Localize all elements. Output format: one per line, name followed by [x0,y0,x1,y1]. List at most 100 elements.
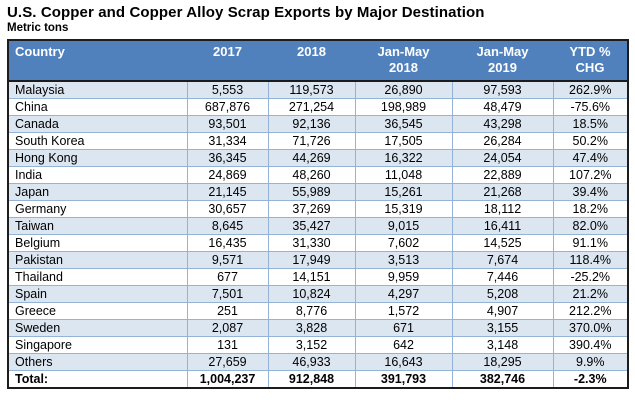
cell-country: Pakistan [7,251,188,269]
exports-table: Country 2017 2018 Jan-May 2018 Jan-May 2019 Y… [7,39,629,389]
cell-country: Others [7,353,188,371]
cell-value: 118.4% [552,251,629,269]
cell-country: Belgium [7,234,188,252]
table-row-belgium: Belgium 16,435 31,330 7,602 14,525 91.1% [7,234,629,252]
cell-value: 9.9% [552,353,629,371]
cell-country: Germany [7,200,188,218]
cell-value: 107.2% [552,166,629,184]
cell-value: 18,295 [451,353,554,371]
cell-value: -75.6% [552,98,629,116]
cell-value: 7,602 [354,234,453,252]
cell-value: 370.0% [552,319,629,337]
cell-value: 93,501 [186,115,269,133]
cell-value: 3,148 [451,336,554,354]
cell-country: China [7,98,188,116]
cell-value: 9,015 [354,217,453,235]
units-label: Metric tons [7,22,69,34]
cell-value: 30,657 [186,200,269,218]
cell-country: Japan [7,183,188,201]
cell-value: 21,268 [451,183,554,201]
cell-value: 27,659 [186,353,269,371]
cell-value: 198,989 [354,98,453,116]
cell-value: 16,411 [451,217,554,235]
table-row-hong-kong: Hong Kong 36,345 44,269 16,322 24,054 47.4% [7,149,629,167]
cell-value: 271,254 [267,98,356,116]
cell-value: 21.2% [552,285,629,303]
cell-value: 17,949 [267,251,356,269]
cell-country: Singapore [7,336,188,354]
cell-country: Thailand [7,268,188,286]
cell-value: 48,260 [267,166,356,184]
cell-value: 5,553 [186,80,269,99]
total-row: Total: 1,004,237 912,848 391,793 382,746 -2.3… [7,370,629,389]
cell-value: 2,087 [186,319,269,337]
cell-value: 390.4% [552,336,629,354]
cell-value: 35,427 [267,217,356,235]
table-row-sweden: Sweden 2,087 3,828 671 3,155 370.0% [7,319,629,337]
cell-value: 37,269 [267,200,356,218]
cell-value: 391,793 [354,370,453,389]
cell-value: 1,572 [354,302,453,320]
cell-value: -2.3% [552,370,629,389]
cell-value: 36,345 [186,149,269,167]
cell-country: South Korea [7,132,188,150]
cell-value: 92,136 [267,115,356,133]
cell-value: 131 [186,336,269,354]
cell-value: 18.5% [552,115,629,133]
cell-value: 642 [354,336,453,354]
cell-value: 50.2% [552,132,629,150]
cell-value: 31,334 [186,132,269,150]
cell-value: 47.4% [552,149,629,167]
cell-value: 18,112 [451,200,554,218]
cell-value: 24,054 [451,149,554,167]
cell-value: 912,848 [267,370,356,389]
table-row-canada: Canada 93,501 92,136 36,545 43,298 18.5% [7,115,629,133]
cell-country: Canada [7,115,188,133]
cell-value: 3,155 [451,319,554,337]
cell-value: 3,513 [354,251,453,269]
cell-country: Sweden [7,319,188,337]
table-row-pakistan: Pakistan 9,571 17,949 3,513 7,674 118.4% [7,251,629,269]
cell-value: 3,828 [267,319,356,337]
cell-country: Spain [7,285,188,303]
cell-country: Total: [7,370,188,389]
cell-value: 91.1% [552,234,629,252]
cell-value: 36,545 [354,115,453,133]
cell-value: 14,525 [451,234,554,252]
cell-value: 31,330 [267,234,356,252]
table-row-germany: Germany 30,657 37,269 15,319 18,112 18.2% [7,200,629,218]
cell-value: 9,959 [354,268,453,286]
column-header-2017: 2017 [187,40,268,82]
cell-value: 17,505 [354,132,453,150]
cell-value: 21,145 [186,183,269,201]
table-header: Country 2017 2018 Jan-May 2018 Jan-May 2019 Y… [8,40,628,82]
cell-value: 39.4% [552,183,629,201]
table-row-malaysia: Malaysia 5,553 119,573 26,890 97,593 262.9% [7,80,629,99]
cell-value: 262.9% [552,80,629,99]
cell-value: 11,048 [354,166,453,184]
cell-value: 18.2% [552,200,629,218]
cell-value: 44,269 [267,149,356,167]
cell-value: 48,479 [451,98,554,116]
cell-value: 3,152 [267,336,356,354]
cell-value: 55,989 [267,183,356,201]
cell-value: 677 [186,268,269,286]
header-row: Country 2017 2018 Jan-May 2018 Jan-May 2019 Y… [8,40,628,82]
cell-country: Malaysia [7,80,188,99]
cell-value: 9,571 [186,251,269,269]
table-row-india: India 24,869 48,260 11,048 22,889 107.2% [7,166,629,184]
cell-value: 671 [354,319,453,337]
cell-value: 7,674 [451,251,554,269]
table-row-singapore: Singapore 131 3,152 642 3,148 390.4% [7,336,629,354]
cell-value: 5,208 [451,285,554,303]
table-row-spain: Spain 7,501 10,824 4,297 5,208 21.2% [7,285,629,303]
cell-value: 16,435 [186,234,269,252]
cell-value: 687,876 [186,98,269,116]
table-row-thailand: Thailand 677 14,151 9,959 7,446 -25.2% [7,268,629,286]
cell-value: 4,907 [451,302,554,320]
cell-value: 10,824 [267,285,356,303]
column-header-2018: 2018 [268,40,355,82]
cell-value: 82.0% [552,217,629,235]
cell-value: 15,319 [354,200,453,218]
table-body: Malaysia 5,553 119,573 26,890 97,593 262.9% Ch… [7,80,629,389]
